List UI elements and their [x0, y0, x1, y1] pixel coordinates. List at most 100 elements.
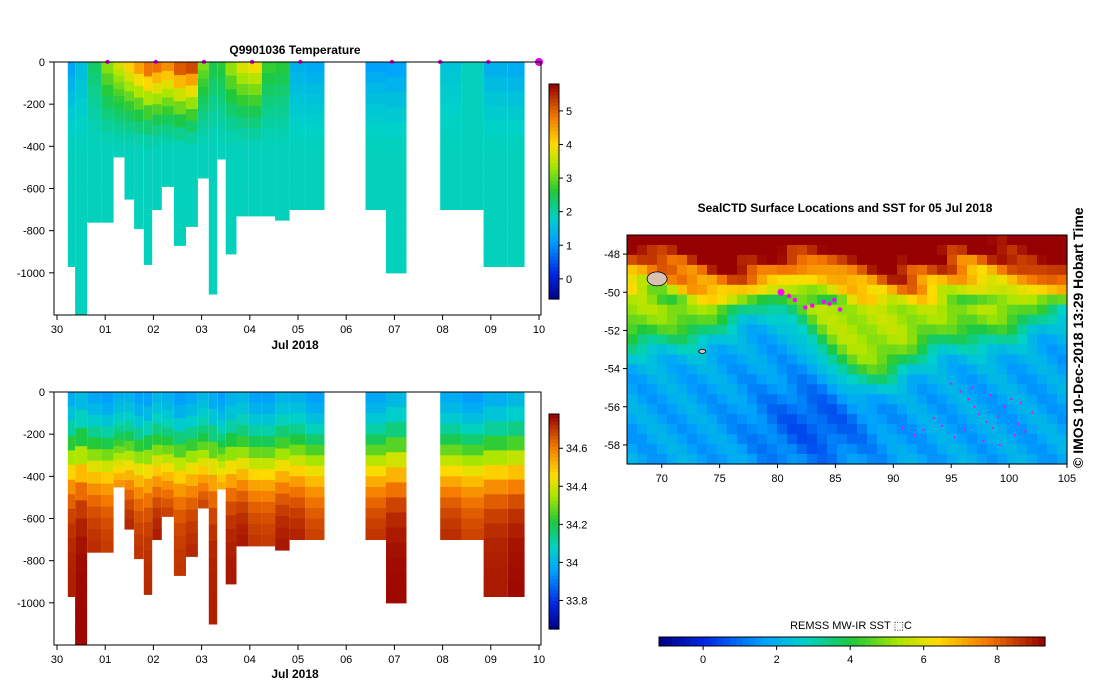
section-cell [225, 144, 237, 159]
section-cell [225, 103, 237, 118]
section-cell [185, 474, 198, 487]
y-tick-label: -1000 [17, 598, 45, 610]
sst-cell [827, 364, 838, 375]
section-cell [185, 97, 198, 110]
sst-cell [647, 334, 658, 346]
sst-cell [927, 354, 938, 366]
sst-cell [927, 314, 938, 326]
section-cell [365, 125, 386, 137]
sst-cell [637, 334, 648, 346]
sst-cell [1057, 424, 1068, 435]
sst-cell [1047, 235, 1058, 246]
sst-cell [717, 334, 728, 346]
sst-cell [747, 444, 758, 455]
sst-cell [877, 334, 888, 346]
sst-cell [677, 424, 688, 435]
sst-cell [957, 354, 968, 366]
sst-cell [857, 235, 868, 246]
section-cell [386, 437, 407, 453]
sst-cell [817, 444, 828, 455]
section-cell [225, 460, 237, 475]
section-cell [113, 398, 125, 407]
colorbar-swatch [729, 637, 737, 646]
colorbar-swatch [549, 256, 559, 261]
section-cell [75, 518, 88, 538]
sst-cell [937, 454, 948, 465]
sst-cell [947, 284, 958, 296]
sst-cell [727, 384, 738, 395]
land-features [646, 271, 707, 354]
sst-cell [917, 235, 928, 246]
sst-cell [707, 264, 718, 276]
section-cell [507, 450, 525, 466]
colorbar-swatch [549, 492, 559, 498]
colorbar-tick-label: 34.4 [566, 481, 587, 493]
section-cell [386, 452, 407, 468]
sst-cell [1027, 394, 1038, 405]
sst-cell [927, 424, 938, 435]
sst-cell [1037, 235, 1048, 246]
y-tick-label: -600 [23, 184, 45, 196]
section-cell [101, 130, 114, 143]
sst-cell [957, 424, 968, 435]
sst-cell [937, 364, 948, 375]
section-cell [113, 425, 125, 434]
colorbar-swatch [549, 543, 559, 548]
colorbar-swatch [774, 637, 782, 646]
section-cell [198, 153, 209, 162]
sst-cell [967, 374, 978, 385]
section-cell [225, 226, 237, 241]
section-cell [365, 423, 386, 435]
section-cell [143, 134, 153, 150]
sst-cell [757, 314, 768, 326]
sst-cell [927, 444, 938, 455]
section-cell [161, 124, 174, 134]
sst-cell [827, 314, 838, 326]
sst-cell [867, 274, 878, 286]
sst-cell [657, 354, 668, 366]
sst-cell [687, 274, 698, 286]
sst-cell [687, 454, 698, 465]
section-cell [67, 406, 75, 422]
section-cell [67, 581, 75, 597]
section-cell [225, 62, 237, 77]
sst-cell [957, 374, 968, 385]
location-point [959, 390, 962, 393]
sst-cell [1027, 274, 1038, 286]
sst-cell [1047, 414, 1058, 425]
sst-cell [667, 414, 678, 425]
sst-cell [767, 324, 778, 336]
sst-cell [767, 254, 778, 266]
section-cell [143, 177, 153, 193]
colorbar-swatch [755, 637, 763, 646]
section-cell [143, 420, 153, 436]
sst-cell [707, 454, 718, 465]
colorbar-swatch [549, 553, 559, 558]
sst-cell [767, 364, 778, 375]
section-cell [225, 529, 237, 544]
section-cell [275, 197, 290, 210]
section-cell [386, 242, 407, 259]
sst-cell [627, 424, 638, 435]
sst-cell [637, 314, 648, 326]
section-cell [87, 426, 102, 439]
sst-cell [637, 394, 648, 405]
sst-cell [797, 245, 808, 256]
sst-cell [827, 434, 838, 445]
sst-map-panel: SealCTD Surface Locations and SST for 05… [604, 201, 1076, 666]
sst-cell [727, 254, 738, 266]
sst-cell [1057, 274, 1068, 286]
sst-cell [997, 404, 1008, 415]
colorbar-swatch [659, 637, 667, 646]
section-cell [152, 529, 162, 540]
section-cell [134, 121, 144, 134]
section-cell [198, 78, 209, 88]
sst-cell [907, 264, 918, 276]
section-cell [101, 392, 114, 404]
sst-cell [947, 384, 958, 395]
section-cell [134, 73, 144, 87]
map-y-tick-label: -58 [604, 440, 620, 452]
section-cell [461, 529, 484, 540]
colorbar-swatch [549, 500, 559, 505]
section-cell [305, 83, 325, 95]
